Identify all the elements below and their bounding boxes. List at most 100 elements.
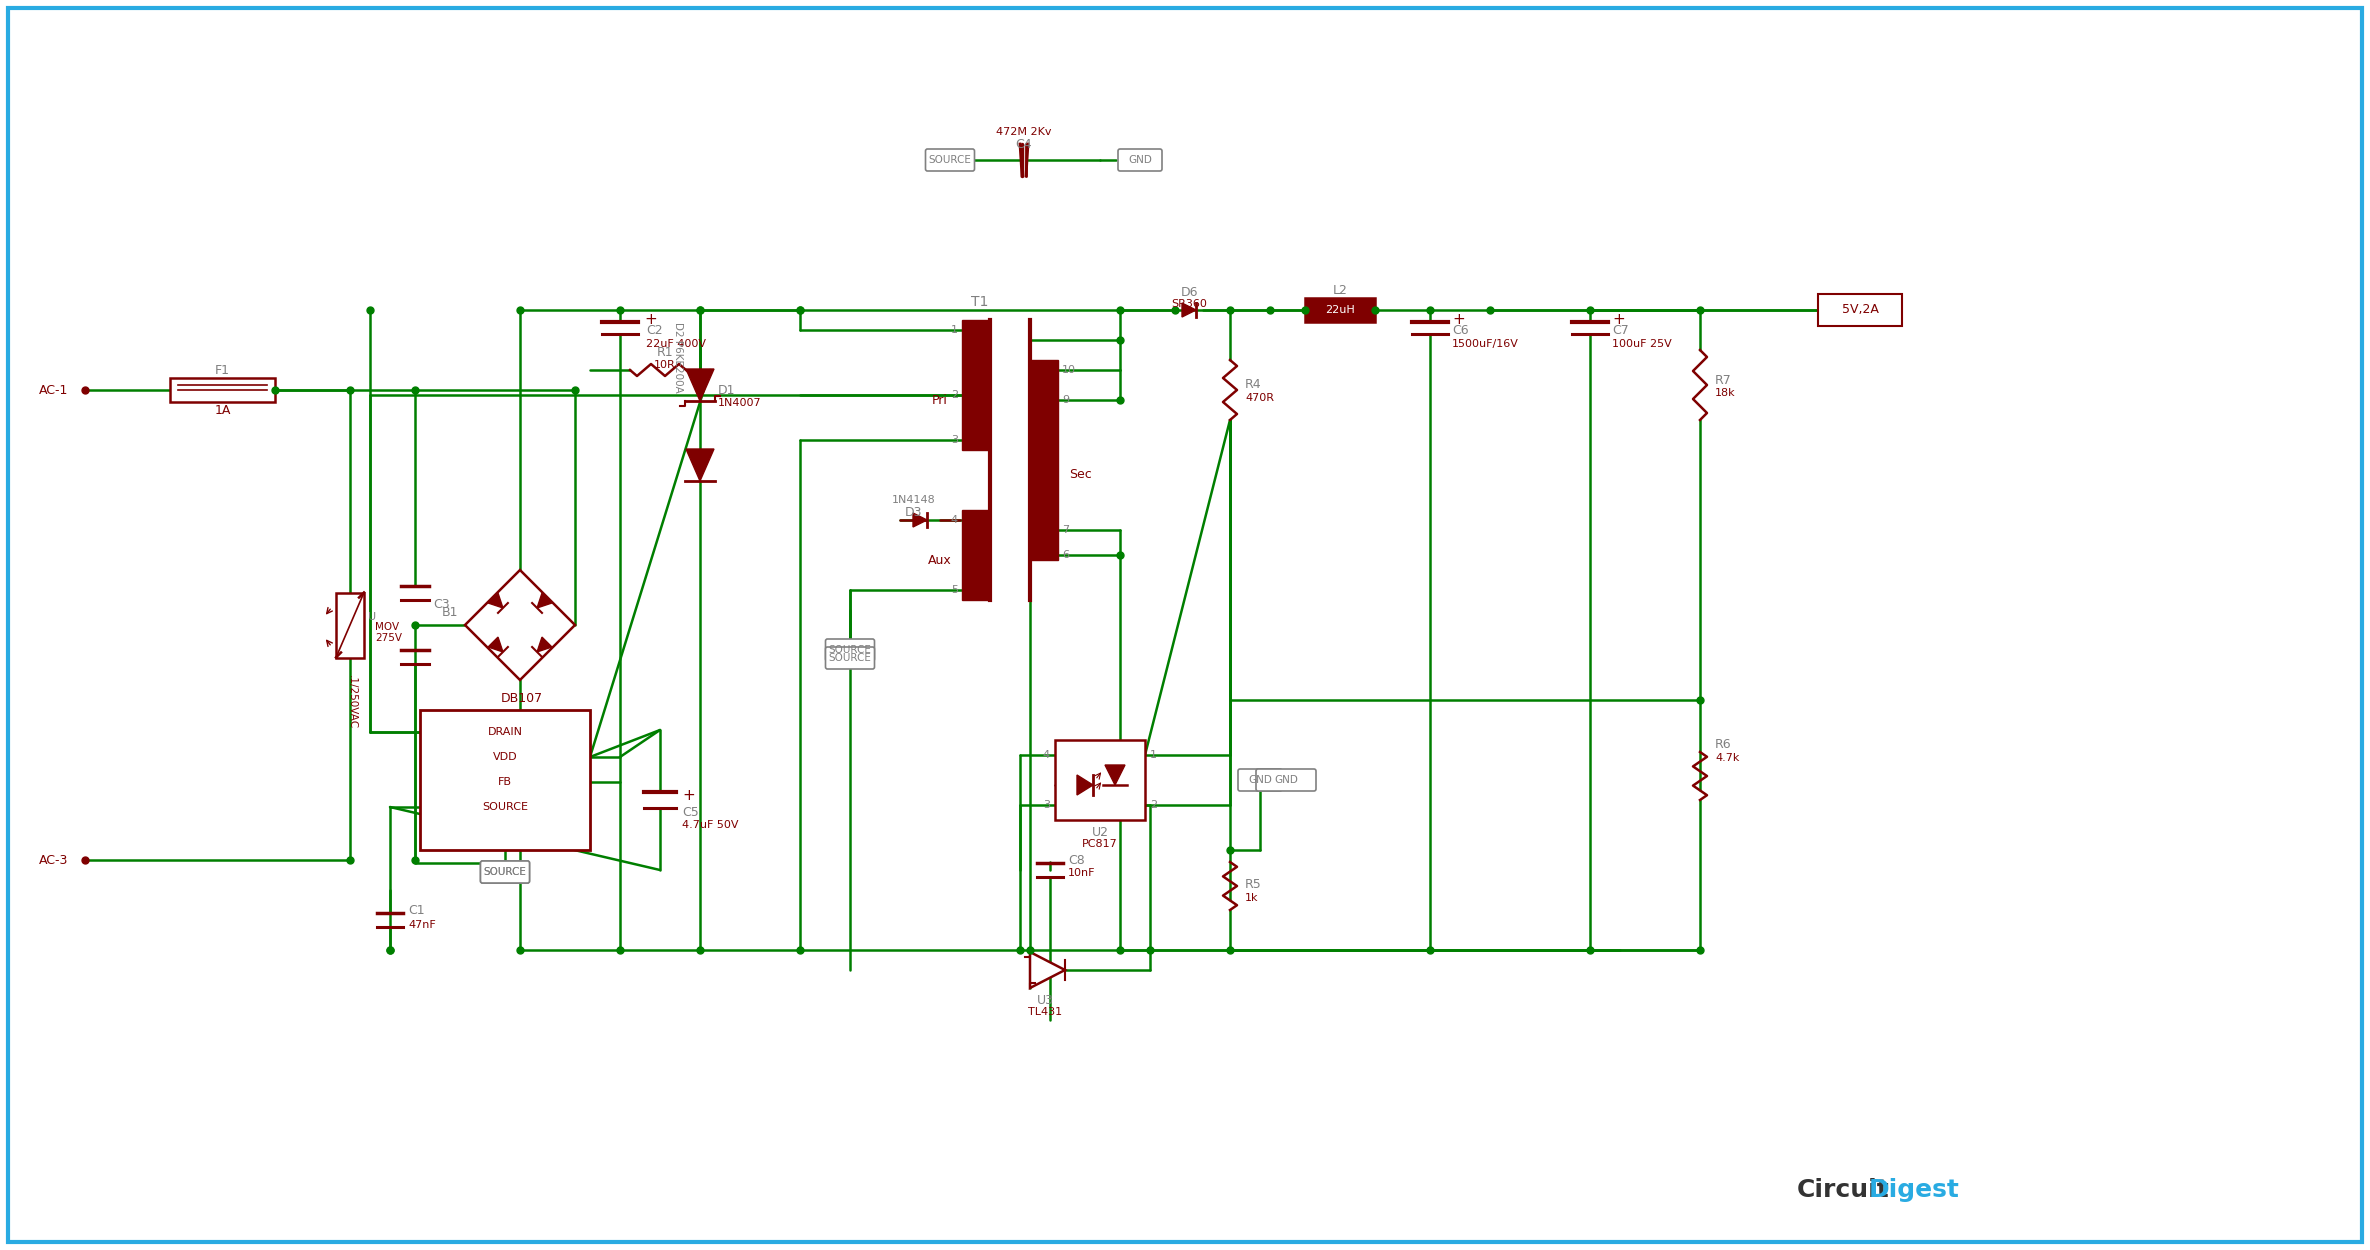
Bar <box>171 378 275 402</box>
Text: D2 P6KE200A: D2 P6KE200A <box>673 322 683 392</box>
Text: SOURCE: SOURCE <box>483 867 526 877</box>
FancyBboxPatch shape <box>825 639 875 661</box>
Text: 1N4148: 1N4148 <box>891 495 936 505</box>
Polygon shape <box>1183 302 1197 318</box>
Text: GND: GND <box>1249 775 1273 785</box>
Text: +: + <box>1453 312 1465 328</box>
Text: C1: C1 <box>408 904 424 916</box>
Text: SOURCE: SOURCE <box>830 645 872 655</box>
Text: 1500uF/16V: 1500uF/16V <box>1453 339 1519 349</box>
Text: DB107: DB107 <box>500 691 543 705</box>
Polygon shape <box>912 512 927 528</box>
Bar <box>1031 360 1057 560</box>
Polygon shape <box>538 638 552 652</box>
Text: Circuit: Circuit <box>1796 1178 1889 1202</box>
Text: 4: 4 <box>1043 750 1050 760</box>
Text: Pri: Pri <box>931 394 948 406</box>
Polygon shape <box>1031 952 1064 988</box>
FancyBboxPatch shape <box>481 861 529 882</box>
Text: U3: U3 <box>1036 994 1055 1006</box>
Text: 1: 1 <box>1149 750 1157 760</box>
Text: 4.7k: 4.7k <box>1716 752 1740 762</box>
FancyBboxPatch shape <box>1818 294 1903 326</box>
Text: 472M 2Kv: 472M 2Kv <box>995 127 1052 138</box>
FancyBboxPatch shape <box>825 648 875 669</box>
Text: R5: R5 <box>1244 879 1261 891</box>
Text: 4: 4 <box>950 515 957 525</box>
Text: AC-1: AC-1 <box>38 384 69 396</box>
Text: C7: C7 <box>1612 324 1628 336</box>
Text: 7: 7 <box>1062 525 1069 535</box>
Text: R7: R7 <box>1716 374 1732 386</box>
Polygon shape <box>465 570 576 680</box>
Text: SOURCE: SOURCE <box>929 155 972 165</box>
FancyBboxPatch shape <box>481 861 529 882</box>
Text: 22uF 400V: 22uF 400V <box>647 339 706 349</box>
Text: C5: C5 <box>683 805 699 819</box>
Text: 5V,2A: 5V,2A <box>1841 304 1879 316</box>
Text: C8: C8 <box>1069 854 1085 866</box>
Text: 470R: 470R <box>1244 392 1275 402</box>
Text: D1: D1 <box>718 384 735 396</box>
Text: 6: 6 <box>1062 550 1069 560</box>
Text: SOURCE: SOURCE <box>483 867 526 877</box>
Text: 18k: 18k <box>1716 388 1735 398</box>
Polygon shape <box>488 638 502 652</box>
Bar <box>962 320 991 450</box>
Text: +: + <box>1612 312 1626 328</box>
Text: 1A: 1A <box>213 404 230 416</box>
Text: F1: F1 <box>216 364 230 376</box>
Text: C3: C3 <box>434 599 450 611</box>
Text: U: U <box>367 612 377 622</box>
FancyBboxPatch shape <box>1237 769 1282 791</box>
Bar <box>962 510 991 600</box>
Text: U2: U2 <box>1093 825 1109 839</box>
Text: T1: T1 <box>972 295 988 309</box>
Text: 1N4007: 1N4007 <box>718 398 761 408</box>
FancyBboxPatch shape <box>927 149 974 171</box>
Text: SOURCE: SOURCE <box>830 652 872 662</box>
Text: R6: R6 <box>1716 739 1732 751</box>
Text: 3: 3 <box>1043 800 1050 810</box>
Text: 1: 1 <box>950 325 957 335</box>
Text: 4.7uF 50V: 4.7uF 50V <box>683 820 739 830</box>
Text: 9: 9 <box>1062 395 1069 405</box>
Text: .1/250VAC: .1/250VAC <box>346 675 358 729</box>
Polygon shape <box>1076 775 1093 795</box>
Text: 10: 10 <box>1062 365 1076 375</box>
Bar <box>337 592 365 658</box>
Text: 2: 2 <box>1149 800 1157 810</box>
Text: 2: 2 <box>950 390 957 400</box>
Text: +: + <box>645 312 656 328</box>
Text: 1k: 1k <box>1244 892 1258 902</box>
Polygon shape <box>538 592 552 608</box>
Text: 5: 5 <box>950 585 957 595</box>
Text: 100uF 25V: 100uF 25V <box>1612 339 1671 349</box>
Bar <box>1055 740 1145 820</box>
Text: 10nF: 10nF <box>1069 867 1095 877</box>
Text: R4: R4 <box>1244 379 1261 391</box>
Text: Sec: Sec <box>1069 469 1090 481</box>
Text: 275V: 275V <box>374 632 403 642</box>
Text: C4: C4 <box>1017 138 1033 150</box>
Polygon shape <box>685 369 713 401</box>
Text: C2: C2 <box>647 324 664 336</box>
Text: C6: C6 <box>1453 324 1469 336</box>
Text: B1: B1 <box>441 606 457 620</box>
Polygon shape <box>1104 765 1126 785</box>
Text: MOV: MOV <box>374 622 398 632</box>
Text: PC817: PC817 <box>1083 839 1119 849</box>
FancyBboxPatch shape <box>1119 149 1161 171</box>
Text: +: + <box>683 788 694 802</box>
Text: SR360: SR360 <box>1171 299 1206 309</box>
Polygon shape <box>685 449 713 481</box>
Text: FB: FB <box>498 778 512 788</box>
Text: 47nF: 47nF <box>408 920 436 930</box>
Text: TL431: TL431 <box>1029 1008 1062 1018</box>
Bar <box>1306 298 1375 322</box>
Text: GND: GND <box>1275 775 1299 785</box>
Text: SOURCE: SOURCE <box>481 802 529 812</box>
Text: 3: 3 <box>950 435 957 445</box>
Text: AC-3: AC-3 <box>38 854 69 866</box>
Text: R1: R1 <box>656 345 673 359</box>
